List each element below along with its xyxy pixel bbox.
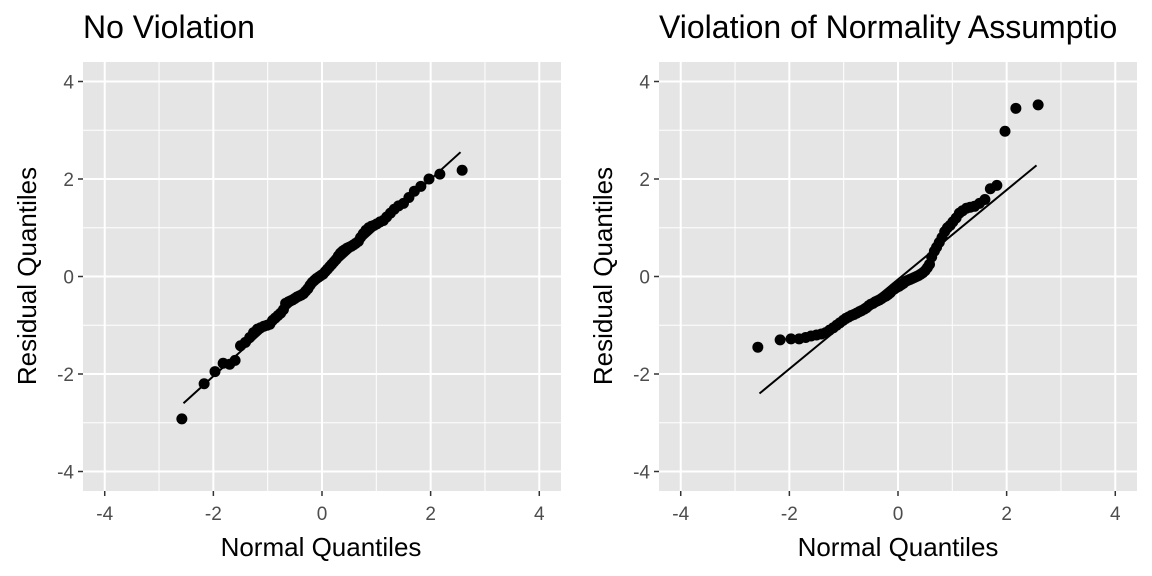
data-points: [176, 164, 468, 425]
x-tick-label: -2: [781, 504, 798, 525]
data-point: [1010, 102, 1022, 114]
data-point: [752, 341, 764, 353]
axis-ticks: -4 -2 0 2 4 -4 -2 0 2 4: [633, 73, 1121, 526]
y-tick-label: 4: [639, 73, 650, 94]
y-tick-label: 2: [63, 170, 74, 191]
x-tick-label: 4: [1110, 504, 1121, 525]
x-tick-label: 2: [425, 504, 436, 525]
y-tick-label: -2: [57, 365, 74, 386]
x-tick-label: -4: [96, 504, 113, 525]
x-axis-title: Normal Quantiles: [798, 532, 999, 562]
grid-lines: [659, 62, 1137, 491]
y-axis-title: Residual Quantiles: [12, 167, 42, 385]
y-tick-label: 2: [639, 170, 650, 191]
data-point: [229, 354, 241, 366]
y-tick-label: 0: [63, 268, 74, 289]
y-tick-label: 0: [639, 268, 650, 289]
x-tick-label: -4: [672, 504, 689, 525]
y-axis-title: Residual Quantiles: [588, 167, 618, 385]
data-point: [198, 378, 210, 390]
x-tick-label: -2: [205, 504, 222, 525]
data-point: [209, 366, 221, 378]
x-tick-label: 0: [317, 504, 328, 525]
plot-title: Violation of Normality Assumptio: [659, 9, 1117, 45]
x-tick-label: 0: [893, 504, 904, 525]
plot-title: No Violation: [83, 9, 255, 45]
data-point: [991, 179, 1003, 191]
reference-line: [758, 164, 1038, 395]
data-point: [176, 413, 188, 425]
y-tick-label: -2: [633, 365, 650, 386]
data-point: [423, 173, 435, 185]
data-point: [415, 180, 427, 192]
y-tick-label: -4: [57, 463, 74, 484]
axis-ticks: -4 -2 0 2 4 -4 -2 0 2 4: [57, 73, 545, 526]
qq-plot-normality-violation: Violation of Normality Assumptio -4 -2 0 2 4…: [588, 9, 1137, 562]
data-point: [456, 164, 468, 176]
data-point: [774, 334, 786, 346]
data-point: [785, 333, 797, 345]
y-tick-label: 4: [63, 73, 74, 94]
x-tick-label: 4: [534, 504, 545, 525]
data-point: [999, 125, 1011, 137]
reference-line-group: [758, 164, 1038, 395]
data-point: [1032, 99, 1044, 111]
qq-plot-no-violation: No Violation -4 -2 0 2 4 -4 -2 0 2 4 Normal Quant…: [12, 9, 561, 562]
data-point: [979, 193, 991, 205]
data-point: [434, 168, 446, 180]
data-points: [752, 99, 1044, 353]
y-tick-label: -4: [633, 463, 650, 484]
x-tick-label: 2: [1001, 504, 1012, 525]
x-axis-title: Normal Quantiles: [221, 532, 422, 562]
